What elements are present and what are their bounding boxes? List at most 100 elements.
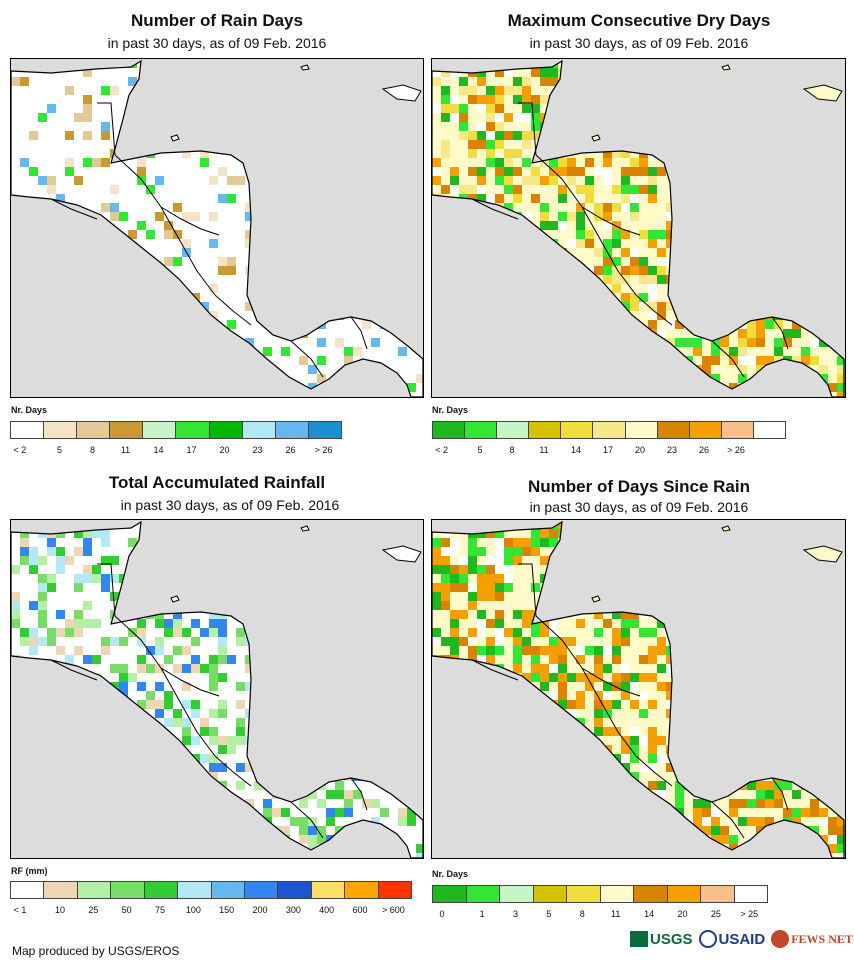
island	[300, 525, 310, 532]
country-border	[97, 563, 116, 617]
country-border	[50, 198, 98, 220]
country-border	[771, 777, 789, 811]
legend-swatch	[600, 886, 634, 902]
legend-label: 50	[121, 905, 132, 915]
legend-swatch	[625, 422, 658, 438]
legend-bar-rainfall	[10, 881, 412, 899]
legend-swatch	[701, 886, 735, 902]
legend-bar-rain-days	[10, 421, 342, 439]
usaid-logo: USAID	[698, 930, 765, 948]
country-border	[114, 154, 162, 208]
panel-title-rain-days: Number of Rain Days	[131, 11, 303, 30]
country-border	[114, 615, 162, 669]
legend-swatch	[44, 422, 78, 438]
legend-label: 11	[539, 445, 549, 455]
legend-title-days-since: Nr. Days	[432, 869, 469, 879]
usgs-mark-icon	[630, 931, 648, 947]
country-border	[581, 206, 637, 296]
legend-label: 400	[319, 905, 335, 915]
legend-swatch	[465, 422, 498, 438]
legend-label: 150	[219, 905, 235, 915]
legend-label: 11	[120, 445, 131, 455]
legend-label: 200	[252, 905, 268, 915]
legend-swatch	[176, 422, 210, 438]
legend-label: 17	[602, 445, 614, 455]
country-border	[290, 801, 324, 839]
island	[170, 134, 180, 142]
country-border	[350, 316, 368, 350]
agency-logos: USGS USAID FEWS NET	[630, 930, 853, 948]
legend-swatch	[345, 882, 379, 898]
legend-swatch	[311, 882, 346, 898]
island	[802, 545, 843, 563]
legend-swatch	[209, 422, 243, 438]
coastline	[432, 520, 845, 858]
legend-label: 10	[54, 905, 66, 915]
legend-swatch	[77, 882, 112, 898]
country-border	[160, 667, 220, 697]
coastline	[432, 59, 845, 397]
legend-title-rain-days: Nr. Days	[11, 405, 48, 415]
legend-swatch	[44, 882, 78, 898]
legend-label: 14	[644, 909, 655, 919]
legend-swatch	[593, 422, 626, 438]
map-canvas	[432, 59, 845, 397]
legend-label: 1	[479, 909, 485, 919]
legend-swatch	[143, 422, 177, 438]
country-border	[50, 659, 98, 681]
legend-label: 8	[509, 445, 515, 455]
legend-label: 26	[698, 445, 710, 455]
country-border	[214, 294, 252, 326]
legend-label: 300	[285, 905, 301, 915]
legend-label: 5	[56, 445, 63, 455]
legend-label: 14	[153, 445, 164, 455]
country-border	[160, 206, 216, 296]
island	[381, 84, 422, 102]
fews-seal-icon	[771, 930, 790, 948]
country-border	[635, 294, 673, 326]
legend-label: > 600	[381, 905, 405, 915]
legend-label: < 1	[13, 905, 27, 915]
country-border	[711, 340, 745, 378]
country-border	[97, 102, 116, 156]
legend-label: 5	[546, 909, 552, 919]
country-border	[535, 615, 583, 669]
legend-label: 20	[634, 445, 646, 455]
legend-label: 14	[570, 445, 582, 455]
legend-label: 8	[89, 445, 96, 455]
land-mass	[11, 61, 423, 397]
map-dry-days	[431, 58, 846, 398]
legend-swatch	[667, 886, 701, 902]
legend-label: 11	[611, 909, 621, 919]
legend-title-rainfall: RF (mm)	[11, 866, 48, 876]
legend-swatch	[689, 422, 722, 438]
legend-swatch	[721, 422, 754, 438]
map-days-since	[431, 519, 846, 859]
legend-label: 75	[154, 905, 166, 915]
panel-title-dry-days: Maximum Consecutive Dry Days	[507, 11, 771, 30]
legend-swatch	[11, 882, 45, 898]
country-border	[471, 198, 519, 220]
legend-bar-days-since	[432, 885, 768, 903]
coastline	[11, 520, 423, 858]
island	[170, 595, 180, 603]
map-rain-days	[10, 58, 424, 398]
island	[591, 134, 601, 142]
panel-title-days-since: Number of Days Since Rain	[527, 477, 750, 496]
legend-labels-rain-days: < 2 5 8 11 14 17 20 23 26 > 26	[10, 445, 340, 457]
country-border	[581, 206, 641, 236]
legend-swatch	[567, 886, 601, 902]
usaid-seal-icon	[698, 930, 717, 948]
island	[300, 64, 310, 71]
legend-labels-rainfall: < 1 10 25 50 75 100 150 200 300 400 600 > 600	[10, 905, 410, 917]
legend-swatch	[308, 422, 341, 438]
legend-title-dry-days: Nr. Days	[432, 405, 469, 415]
island	[381, 545, 422, 563]
legend-swatch	[144, 882, 179, 898]
legend-label: 0	[439, 909, 445, 919]
legend-label: 5	[477, 445, 483, 455]
panel-subtitle-dry-days: in past 30 days, as of 09 Feb. 2016	[529, 35, 749, 51]
fews-logo-text: FEWS NET	[791, 931, 853, 946]
legend-swatch	[110, 422, 144, 438]
country-border	[160, 206, 220, 236]
